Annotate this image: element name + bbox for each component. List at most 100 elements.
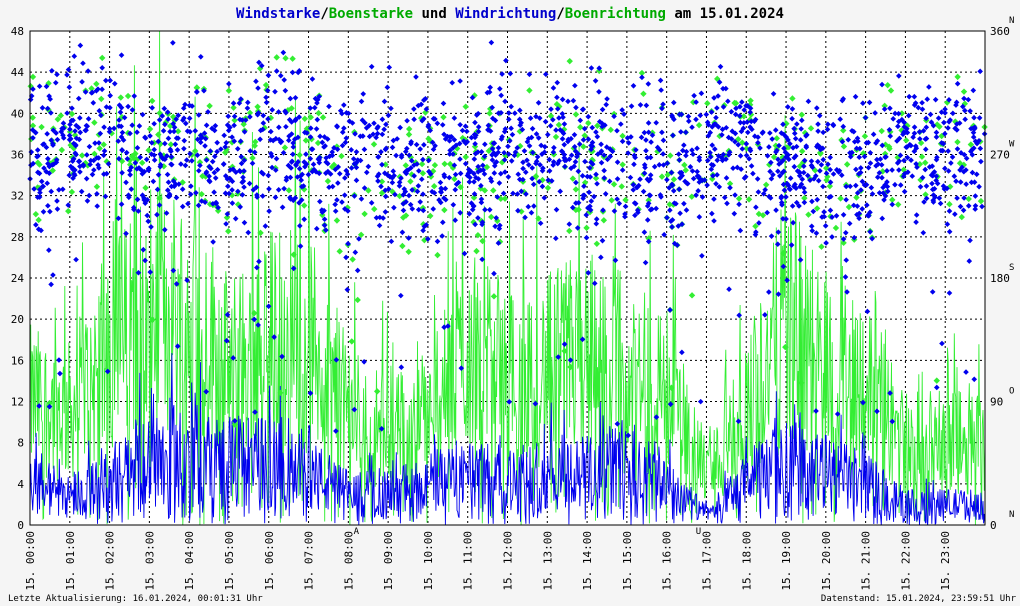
boenrichtung-point — [314, 139, 322, 147]
windrichtung-point — [541, 149, 548, 155]
windrichtung-point — [238, 96, 244, 102]
windrichtung-point — [879, 81, 885, 88]
windrichtung-point — [711, 95, 717, 101]
windrichtung-point — [224, 122, 231, 128]
boenrichtung-point — [884, 81, 891, 89]
boenrichtung-point — [818, 243, 825, 250]
boenrichtung-point — [824, 173, 831, 180]
windrichtung-point — [865, 164, 872, 171]
boenrichtung-point — [285, 187, 293, 194]
boenrichtung-point — [196, 159, 204, 166]
windrichtung-point — [198, 198, 205, 204]
boenrichtung-point — [782, 343, 789, 351]
windrichtung-point — [142, 257, 148, 264]
windrichtung-point — [205, 109, 211, 115]
windrichtung-point — [196, 112, 202, 118]
windrichtung-point — [820, 129, 826, 136]
windrichtung-point — [201, 87, 207, 94]
windrichtung-point — [632, 212, 638, 219]
boenrichtung-point — [889, 196, 896, 204]
windrichtung-point — [783, 216, 789, 222]
windrichtung-point — [527, 115, 534, 122]
boenrichtung-point — [878, 127, 885, 135]
boenrichtung-point — [900, 166, 907, 174]
windrichtung-point — [54, 136, 61, 143]
windrichtung-point — [508, 158, 515, 164]
windrichtung-point — [670, 99, 677, 106]
windrichtung-point — [823, 170, 830, 177]
windrichtung-point — [234, 145, 241, 152]
windrichtung-point — [640, 188, 647, 195]
windrichtung-point — [441, 195, 447, 201]
x-tick-label: 15. 17:00 — [700, 531, 713, 591]
windrichtung-point — [591, 193, 597, 200]
boenrichtung-point — [84, 162, 91, 169]
boenrichtung-point — [382, 161, 389, 168]
windrichtung-point — [30, 135, 36, 141]
boenrichtung-point — [361, 210, 368, 218]
boenrichtung-point — [214, 207, 222, 214]
windrichtung-point — [976, 183, 982, 190]
windrichtung-point — [660, 101, 666, 108]
windrichtung-point — [576, 141, 583, 147]
windrichtung-point — [574, 225, 581, 231]
boenrichtung-point — [695, 121, 703, 129]
windrichtung-point — [173, 116, 179, 122]
windrichtung-point — [101, 124, 107, 130]
boenrichtung-point — [338, 152, 345, 160]
boenrichtung-point — [91, 150, 98, 158]
windrichtung-point — [245, 99, 251, 106]
windrichtung-point — [468, 134, 475, 141]
windrichtung-point — [489, 157, 496, 163]
windrichtung-point — [389, 144, 396, 151]
windrichtung-point — [529, 125, 536, 132]
windrichtung-point — [854, 211, 860, 218]
windrichtung-point — [603, 101, 610, 108]
windrichtung-point — [353, 177, 360, 184]
windrichtung-point — [196, 167, 202, 174]
windrichtung-point — [374, 173, 381, 180]
windrichtung-point — [309, 76, 316, 82]
windrichtung-point — [923, 115, 929, 122]
windrichtung-point — [127, 171, 133, 178]
windrichtung-point — [405, 167, 411, 174]
boenrichtung-point — [126, 157, 133, 164]
windrichtung-point — [897, 152, 904, 159]
windrichtung-point — [120, 137, 127, 143]
windrichtung-point — [705, 122, 712, 128]
windrichtung-point — [298, 177, 305, 183]
windrichtung-point — [977, 68, 983, 75]
windrichtung-point — [822, 223, 829, 229]
windrichtung-point — [30, 86, 36, 92]
windrichtung-point — [103, 170, 110, 177]
windrichtung-point — [775, 291, 782, 297]
windrichtung-point — [283, 174, 290, 181]
windrichtung-point — [929, 186, 936, 193]
windrichtung-point — [420, 116, 427, 122]
windrichtung-point — [257, 127, 264, 134]
windrichtung-point — [824, 126, 831, 133]
windrichtung-point — [368, 200, 375, 206]
windrichtung-point — [134, 145, 141, 151]
windrichtung-point — [46, 403, 53, 410]
windrichtung-point — [674, 242, 681, 248]
x-tick-label: 15. 21:00 — [860, 531, 873, 591]
windrichtung-point — [297, 223, 303, 229]
windrichtung-point — [45, 160, 51, 167]
windrichtung-point — [321, 144, 327, 150]
windrichtung-point — [714, 172, 720, 178]
title-part-3: und — [413, 6, 455, 22]
windrichtung-point — [203, 122, 210, 129]
windrichtung-point — [84, 198, 91, 204]
windrichtung-point — [639, 74, 645, 81]
windrichtung-point — [923, 195, 930, 202]
windrichtung-point — [913, 161, 919, 167]
windrichtung-point — [723, 156, 729, 162]
windrichtung-point — [376, 171, 382, 177]
boenrichtung-point — [68, 110, 76, 118]
windrichtung-point — [724, 200, 730, 207]
windrichtung-point — [628, 103, 635, 109]
windrichtung-point — [442, 196, 449, 203]
windrichtung-point — [426, 168, 432, 175]
windrichtung-point — [425, 236, 431, 242]
